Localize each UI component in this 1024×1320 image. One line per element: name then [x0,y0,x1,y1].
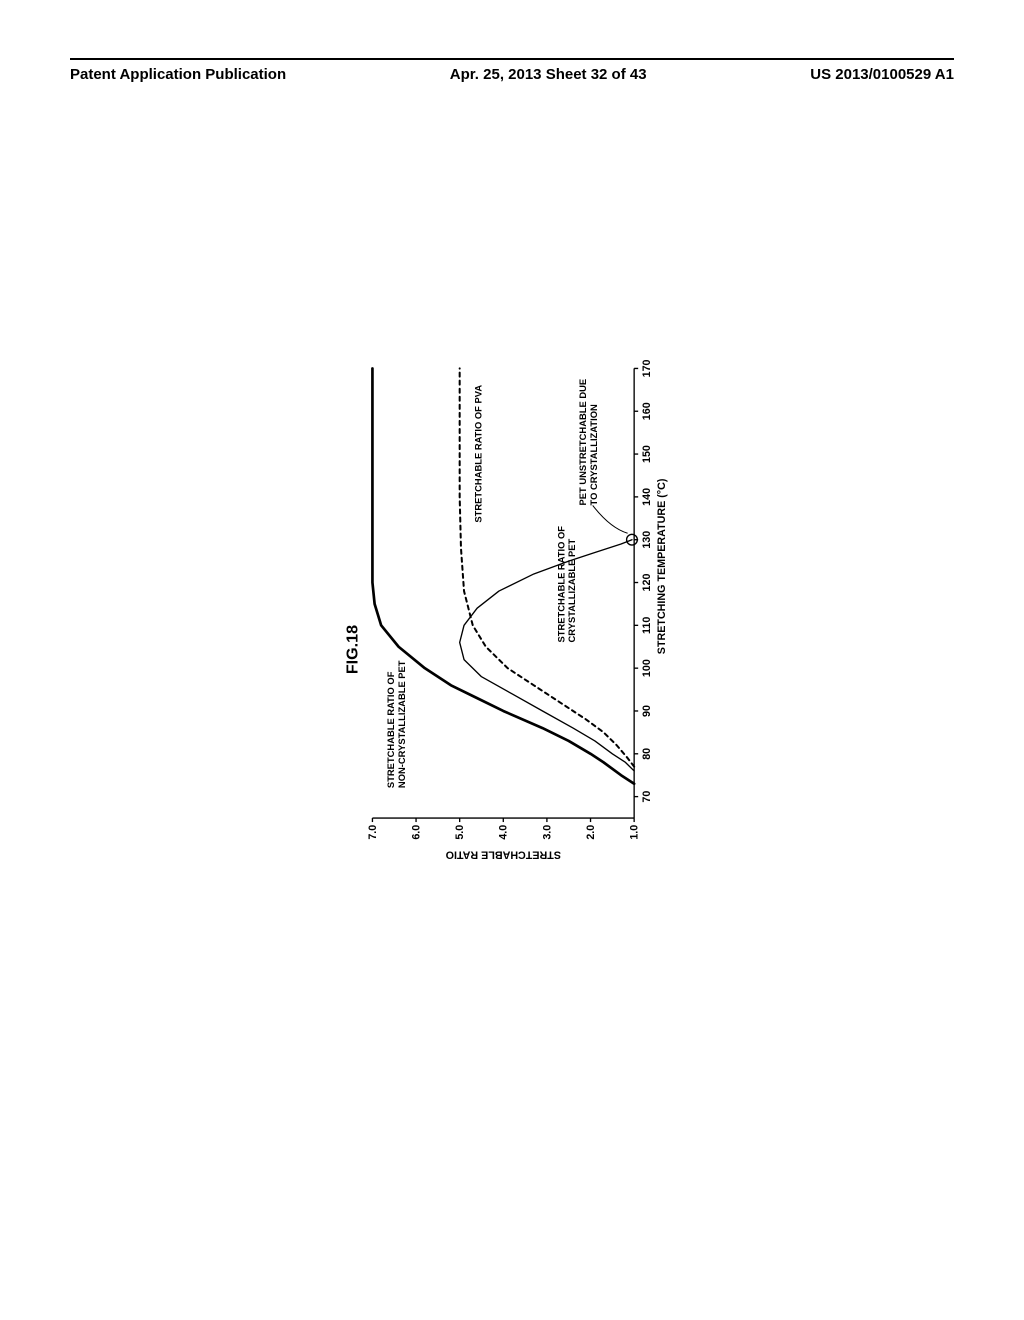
header-center: Apr. 25, 2013 Sheet 32 of 43 [450,66,647,83]
header-right: US 2013/0100529 A1 [810,66,954,83]
header-rule [70,58,954,60]
chart-svg: FIG.18 1.0 2.0 3.0 4.0 5.0 6.0 7.0 70 80 90 100 110 1… [130,355,890,865]
x-tick-label: 120 [641,574,653,592]
series-pva [460,368,634,766]
annotation-label_cryst: STRETCHABLE RATIO OFCRYSTALLIZABLE PET [555,526,577,643]
x-tick-label: 150 [641,445,653,463]
x-tick-label: 170 [641,359,653,377]
x-tick-label: 130 [641,531,653,549]
annotation-label_pva: STRETCHABLE RATIO OF PVA [472,385,483,523]
y-tick-label: 7.0 [367,825,379,840]
x-tick-label: 70 [641,791,653,803]
x-axis-label: STRETCHING TEMPERATURE (°C) [656,478,668,654]
x-tick-label: 100 [641,659,653,677]
page: Patent Application Publication Apr. 25, … [0,0,1024,1320]
y-tick-label: 4.0 [498,825,510,840]
x-tick-label: 110 [641,617,653,634]
header-left: Patent Application Publication [70,66,286,83]
page-header: Patent Application Publication Apr. 25, … [0,58,1024,83]
x-tick-label: 160 [641,402,653,420]
annotation-label_unstretch: PET UNSTRETCHABLE DUETO CRYSTALLIZATION [577,379,599,506]
annotation-label_noncryst: STRETCHABLE RATIO OFNON-CRYSTALLIZABLE P… [385,660,407,788]
y-tick-label: 6.0 [410,825,422,840]
y-tick-label: 2.0 [585,825,597,840]
leader-line [593,505,628,533]
x-tick-label: 140 [641,488,653,506]
y-tick-label: 5.0 [454,825,466,840]
y-axis-label: STRETCHABLE RATIO [446,849,561,861]
y-tick-label: 1.0 [629,825,641,840]
figure-title: FIG.18 [344,625,362,674]
x-tick-label: 80 [641,748,653,760]
x-tick-label: 90 [641,705,653,717]
figure-18-chart: FIG.18 1.0 2.0 3.0 4.0 5.0 6.0 7.0 70 80 90 100 110 1… [130,355,890,865]
header-row: Patent Application Publication Apr. 25, … [0,66,1024,83]
y-tick-label: 3.0 [541,825,553,840]
